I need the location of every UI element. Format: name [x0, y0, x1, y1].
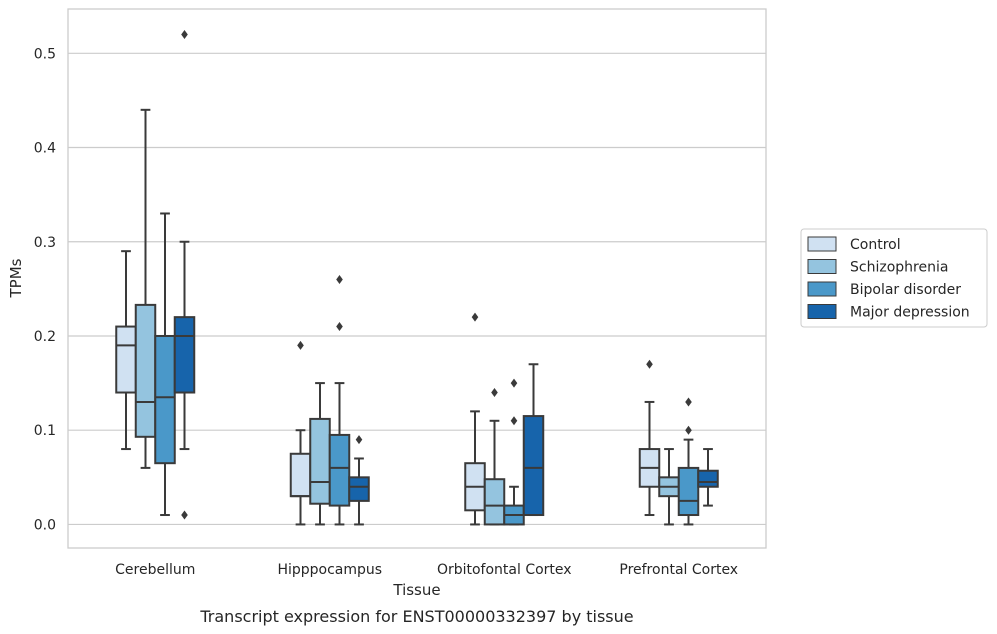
- legend-label: Schizophrenia: [850, 260, 948, 276]
- box-0-2: [154, 212, 176, 517]
- outlier-point: [685, 425, 692, 435]
- box-2-3: [522, 363, 545, 517]
- box-body: [309, 417, 331, 505]
- box-0-3: [173, 29, 196, 520]
- box-3-1: [658, 448, 680, 526]
- outlier-point: [355, 435, 363, 445]
- box-0-1: [134, 108, 157, 469]
- y-tick-label: 0.0: [34, 517, 56, 533]
- x-tick-label: Hipppocampus: [277, 562, 382, 578]
- box-body: [289, 452, 312, 498]
- box-body: [328, 433, 351, 507]
- box-body: [522, 415, 545, 517]
- box-body: [115, 325, 137, 394]
- box-3-2: [677, 397, 700, 526]
- x-tick-labels: Cerebellum Hipppocampus Orbitofontal Corte…: [115, 562, 738, 578]
- box-body: [348, 476, 370, 502]
- legend-frame: [800, 228, 988, 328]
- box-body: [154, 334, 176, 465]
- box-1-0: [289, 340, 312, 526]
- legend-swatch: [807, 281, 837, 297]
- x-tick-label: Orbitofontal Cortex: [437, 562, 572, 578]
- x-tick-label: Prefrontal Cortex: [619, 562, 738, 578]
- box-body: [697, 469, 719, 488]
- outlier-point: [685, 397, 692, 407]
- outlier-point: [510, 416, 518, 426]
- outlier-point: [297, 340, 304, 350]
- y-tick-label: 0.3: [34, 235, 56, 251]
- x-tick-label: Cerebellum: [115, 562, 195, 578]
- box-body: [173, 316, 196, 394]
- legend-label: Bipolar disorder: [850, 282, 961, 298]
- outlier-point: [471, 312, 479, 322]
- box-body: [134, 303, 157, 438]
- y-tick-label: 0.1: [34, 423, 56, 439]
- outlier-point: [646, 359, 653, 369]
- box-2-0: [464, 312, 486, 526]
- box-3-3: [697, 448, 719, 507]
- outlier-point: [336, 322, 343, 332]
- x-axis-label: Tissue: [392, 581, 440, 599]
- y-tick-labels: 0.0 0.1 0.2 0.3 0.4 0.5: [34, 46, 56, 533]
- box-2-1: [483, 388, 506, 526]
- box-2-2: [503, 378, 525, 526]
- y-axis-label: TPMs: [7, 258, 25, 298]
- outlier-point: [181, 510, 188, 520]
- legend-swatch: [807, 304, 837, 319]
- box-groups: [115, 29, 719, 526]
- outlier-point: [491, 388, 498, 398]
- box-1-1: [309, 382, 331, 526]
- legend-swatch: [807, 236, 837, 252]
- legend-swatch: [807, 259, 837, 274]
- outlier-point: [510, 378, 518, 388]
- legend-label: Major depression: [850, 305, 970, 321]
- box-1-2: [328, 274, 351, 526]
- y-tick-label: 0.4: [34, 141, 56, 157]
- box-body: [677, 466, 700, 517]
- box-1-3: [348, 435, 370, 526]
- chart-caption: Transcript expression for ENST0000033239…: [199, 607, 633, 626]
- plot-frame: [67, 8, 767, 549]
- outlier-point: [181, 29, 188, 39]
- legend: Control Schizophrenia Bipolar disorder Majo…: [800, 228, 988, 328]
- y-tick-label: 0.5: [34, 46, 56, 62]
- outlier-point: [336, 274, 343, 284]
- box-0-0: [115, 250, 137, 451]
- box-3-0: [638, 359, 661, 517]
- y-tick-label: 0.2: [34, 329, 56, 345]
- box-body: [483, 478, 506, 526]
- legend-label: Control: [850, 237, 901, 253]
